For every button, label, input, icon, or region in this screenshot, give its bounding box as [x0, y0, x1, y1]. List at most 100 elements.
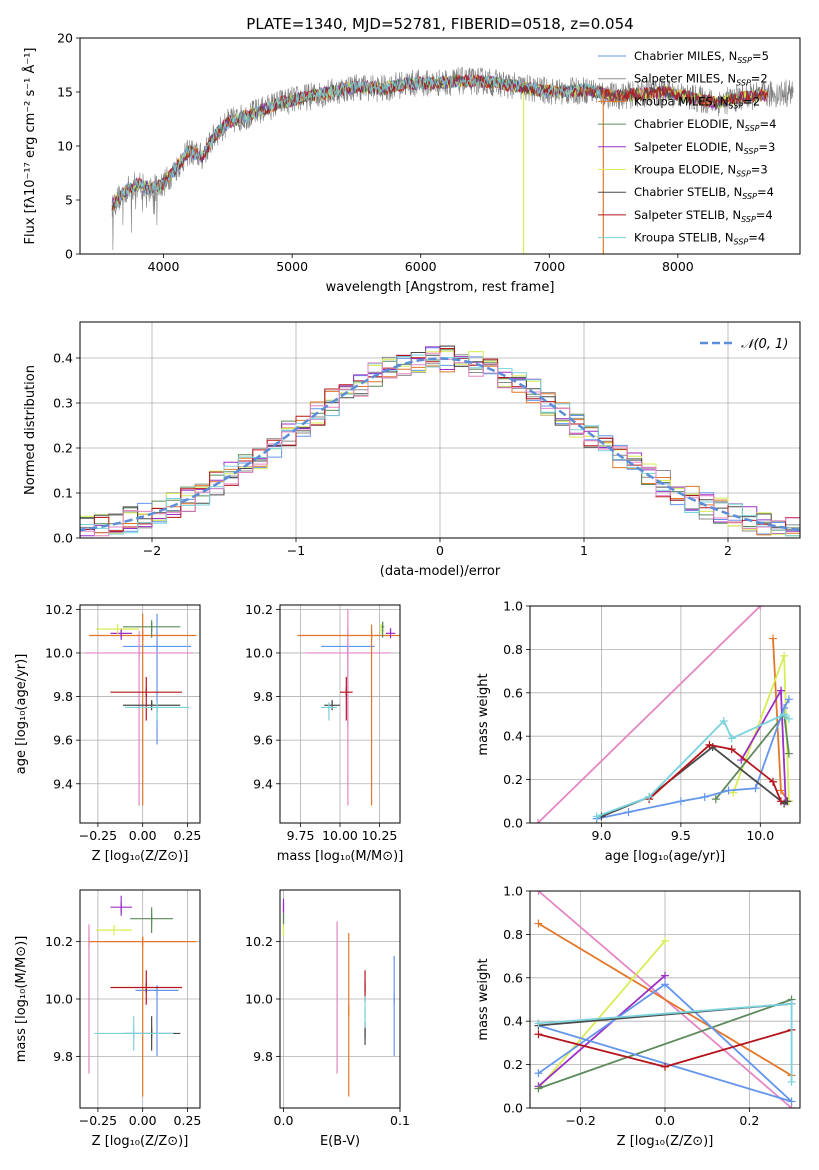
- y-tick-label: 0.0: [503, 816, 523, 831]
- series-line: [596, 713, 790, 818]
- legend-label: 𝒩(0, 1): [741, 337, 788, 352]
- y-tick-label: 5: [65, 193, 73, 208]
- point-marker: [661, 1062, 669, 1071]
- y-tick-label: 10.0: [45, 992, 73, 1007]
- panel-massweight_vs_age: 9.0 9.5 10.0 0.0 0.2 0.4 0.6 0.8 1.0 age [log₁₀(a…: [476, 599, 801, 864]
- x-tick-label: 9.75: [287, 828, 315, 843]
- point-marker: [592, 812, 601, 821]
- y-tick-label: 0.2: [53, 441, 73, 456]
- y-tick-label: 1.0: [503, 884, 523, 899]
- y-tick-label: 0.4: [503, 729, 523, 744]
- point-marker: [705, 740, 714, 749]
- errorbars: [297, 609, 400, 806]
- x-tick-label: 5000: [276, 259, 308, 274]
- y-axis-label: mass weight: [476, 673, 491, 755]
- y-tick-label: 10.0: [45, 645, 73, 660]
- x-axis-label: age [log₁₀(age/yr)]: [605, 849, 726, 864]
- y-tick-label: 20: [57, 31, 73, 46]
- x-tick-label: 10.00: [322, 828, 358, 843]
- y-tick-label: 0.1: [53, 486, 73, 501]
- point-marker: [776, 797, 785, 806]
- y-tick-label: 9.8: [253, 1049, 273, 1064]
- point-marker: [787, 1097, 796, 1106]
- y-tick-label: 0.0: [503, 1101, 523, 1116]
- point-marker: [661, 936, 669, 945]
- x-tick-label: 9.0: [592, 828, 612, 843]
- errorbars: [85, 613, 197, 806]
- y-tick-label: 10.2: [45, 602, 73, 617]
- y-tick-label: 9.4: [253, 776, 273, 791]
- y-axis-label: age [log₁₀(age/yr)]: [14, 654, 29, 775]
- x-axis-label: E(B-V): [320, 1134, 360, 1149]
- x-tick-label: −0.2: [565, 1113, 595, 1128]
- figure-title: PLATE=1340, MJD=52781, FIBERID=0518, z=0…: [246, 15, 633, 33]
- legend-label: Kroupa STELIB, NSSP=4: [634, 231, 765, 247]
- x-tick-label: 1: [580, 543, 588, 558]
- x-axis-label: mass [log₁₀(M/M⊙)]: [277, 849, 404, 864]
- y-axis-label: Normed distribution: [23, 365, 38, 495]
- y-tick-label: 15: [57, 85, 73, 100]
- axes-frame: [279, 889, 401, 1109]
- x-axis-label: Z [log₁₀(Z/Z⊙)]: [617, 1134, 714, 1149]
- legend: Chabrier MILES, NSSP=5 Salpeter MILES, NS…: [598, 49, 776, 247]
- point-marker: [780, 651, 789, 660]
- y-tick-label: 0: [65, 247, 73, 262]
- axes-frame: [79, 321, 801, 539]
- x-tick-label: −0.25: [79, 1113, 117, 1128]
- x-tick-label: −1: [287, 543, 305, 558]
- point-marker: [784, 695, 793, 704]
- axes-frame: [79, 889, 201, 1109]
- point-marker: [719, 717, 728, 726]
- legend-label: Chabrier STELIB, NSSP=4: [634, 185, 774, 201]
- legend-label: Salpeter MILES, NSSP=2: [634, 72, 768, 88]
- x-tick-label: 6000: [405, 259, 437, 274]
- point-marker: [534, 919, 543, 928]
- x-tick-label: 8000: [662, 259, 694, 274]
- x-tick-label: 0.00: [129, 1113, 157, 1128]
- series-line: [537, 606, 761, 823]
- point-marker: [727, 745, 736, 754]
- x-tick-label: 10.25: [362, 828, 398, 843]
- legend-label: Chabrier MILES, NSSP=5: [634, 49, 769, 65]
- x-tick-label: 4000: [148, 259, 180, 274]
- y-tick-label: 0.8: [503, 642, 523, 657]
- y-tick-label: 10: [57, 139, 73, 154]
- errorbars: [88, 895, 197, 1097]
- hist-step: [80, 352, 800, 537]
- point-marker: [661, 980, 669, 989]
- y-tick-label: 10.2: [245, 602, 273, 617]
- x-tick-label: 0.0: [655, 1113, 675, 1128]
- point-marker: [534, 1069, 543, 1078]
- x-tick-label: −2: [143, 543, 161, 558]
- point-marker: [751, 784, 760, 793]
- point-marker: [700, 792, 709, 801]
- y-tick-label: 0.2: [503, 772, 523, 787]
- y-axis-label: mass [log₁₀(M/M⊙)]: [14, 936, 29, 1063]
- legend-label: Chabrier ELODIE, NSSP=4: [634, 117, 776, 133]
- y-tick-label: 9.4: [53, 776, 73, 791]
- x-tick-label: 0.25: [174, 828, 202, 843]
- x-axis-label: wavelength [Angstrom, rest frame]: [326, 280, 555, 295]
- series-line: [537, 940, 666, 1090]
- gaussian-curve: [80, 357, 800, 532]
- point-marker: [724, 786, 733, 795]
- point-marker: [534, 891, 543, 895]
- point-marker: [784, 749, 793, 758]
- y-tick-label: 0.4: [503, 1014, 523, 1029]
- weight-lines: [533, 606, 793, 823]
- series-line: [648, 743, 782, 802]
- y-tick-label: 0.4: [53, 351, 73, 366]
- point-marker: [780, 710, 789, 719]
- y-axis-label: Flux [fλ10⁻¹⁷ erg cm⁻² s⁻¹ Å⁻¹]: [22, 48, 38, 245]
- axes-frame: [529, 605, 801, 824]
- x-tick-label: 10.0: [746, 828, 774, 843]
- y-tick-label: 10.0: [245, 992, 273, 1007]
- x-axis-label: (data-model)/error: [380, 564, 501, 579]
- y-tick-label: 9.6: [53, 733, 73, 748]
- point-marker: [534, 1030, 543, 1039]
- series-line: [538, 998, 792, 1090]
- series-line: [596, 698, 790, 820]
- spectrum-lines: [111, 66, 794, 254]
- point-marker: [534, 1019, 543, 1028]
